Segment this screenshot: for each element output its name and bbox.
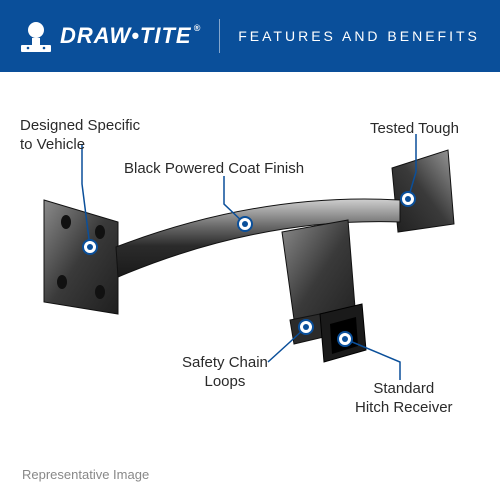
product-diagram: Representative Image Designed Specificto…: [0, 72, 500, 500]
header-bar: DRAW•TITE® FEATURES AND BENEFITS: [0, 0, 500, 72]
header-tagline: FEATURES AND BENEFITS: [238, 28, 480, 44]
brand-logo: DRAW•TITE®: [18, 18, 201, 54]
callout-marker-safety-chain: [298, 319, 314, 335]
header-divider: [219, 19, 220, 53]
hitch-ball-icon: [18, 18, 54, 54]
registered-mark: ®: [194, 23, 202, 33]
callout-marker-tested-tough: [400, 191, 416, 207]
hitch-illustration: [0, 72, 500, 500]
callout-marker-receiver: [337, 331, 353, 347]
callout-marker-black-finish: [237, 216, 253, 232]
callout-marker-designed: [82, 239, 98, 255]
brand-name: DRAW•TITE®: [60, 23, 201, 49]
footer-note: Representative Image: [22, 467, 149, 482]
